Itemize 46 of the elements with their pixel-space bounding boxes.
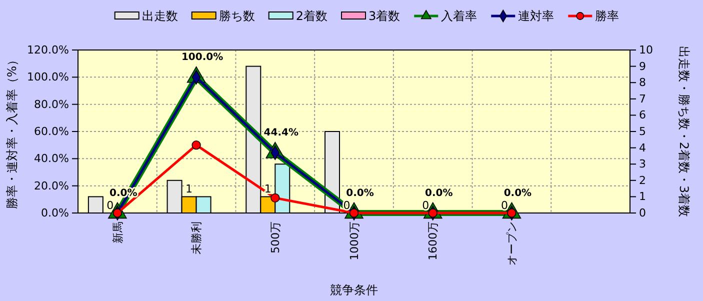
legend-label: 勝率 — [595, 9, 620, 23]
y2-tick-label: 7 — [639, 92, 646, 106]
y2-tick-label: 8 — [639, 76, 646, 90]
y2-tick-label: 4 — [639, 141, 646, 154]
y2-tick-label: 1 — [639, 190, 646, 204]
y2-tick-label: 9 — [639, 60, 646, 73]
y2-tick-label: 3 — [639, 158, 646, 171]
legend-label: 3着数 — [368, 9, 400, 23]
legend-label: 出走数 — [142, 9, 178, 23]
x-tick-label: 500万 — [268, 221, 282, 254]
legend-label: 連対率 — [518, 9, 554, 23]
y-axis-title: 勝率・連対率・入着率（%） — [5, 54, 19, 210]
y2-axis-title: 出走数・勝ち数・2着数・3着数 — [677, 46, 691, 218]
y-tick-label: 40.0% — [34, 152, 69, 166]
y2-tick-label: 0 — [639, 206, 646, 220]
y2-tick-label: 6 — [639, 108, 646, 122]
y2-tick-label: 2 — [639, 174, 646, 187]
point — [270, 193, 280, 202]
data-label: 0 — [500, 199, 508, 212]
y-tick-label: 60.0% — [34, 125, 69, 138]
y-tick-label: 0.0% — [41, 206, 69, 220]
data-label: 0 — [343, 199, 350, 212]
y2-tick-label: 10 — [639, 44, 653, 57]
data-label: 100.0% — [181, 52, 224, 64]
x-tick-label: 1000万 — [348, 221, 361, 260]
y-tick-label: 20.0% — [34, 179, 69, 192]
data-label: 0.0% — [424, 188, 453, 199]
legend-label: 入着率 — [441, 9, 478, 23]
data-label: 0.0% — [504, 188, 532, 199]
x-tick-label: 新馬 — [111, 221, 124, 244]
y-tick-label: 80.0% — [34, 98, 69, 111]
x-tick-label: 1600万 — [426, 221, 440, 260]
legend-label: 勝ち数 — [218, 9, 255, 23]
y2-tick-label: 5 — [639, 125, 646, 138]
data-label: 1 — [186, 182, 193, 196]
y-tick-label: 120.0% — [27, 44, 69, 57]
data-label: 0 — [106, 199, 114, 212]
data-label: 0.0% — [346, 188, 374, 199]
point — [192, 140, 201, 150]
x-tick-label: オープン — [506, 221, 519, 266]
legend-label: 2着数 — [296, 9, 328, 23]
data-label: 44.4% — [264, 128, 298, 139]
data-label: 0 — [422, 199, 430, 212]
x-axis-title: 競争条件 — [330, 283, 378, 297]
y-tick-label: 100.0% — [27, 70, 69, 84]
x-tick-label: 未勝利 — [190, 221, 204, 254]
